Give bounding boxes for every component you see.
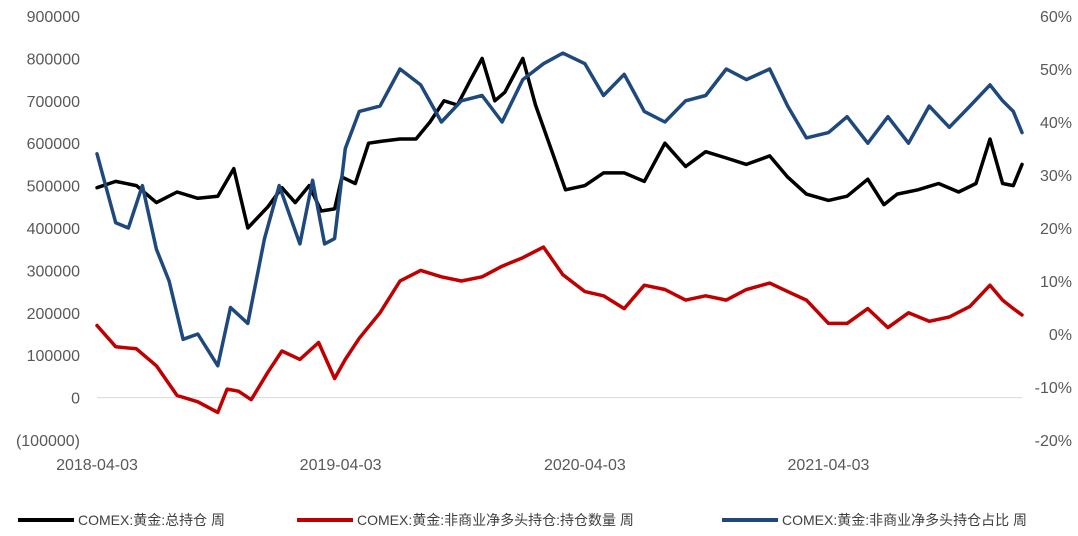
left-axis: 900000 800000 700000 600000 500000 400000 3000… — [16, 9, 80, 450]
x-axis-tick-label: 2021-04-03 — [788, 457, 870, 474]
left-axis-tick-label: 300000 — [27, 263, 80, 280]
right-axis-tick-label: 30% — [1040, 168, 1072, 185]
legend-label-2: COMEX:黄金:非商业净多头持仓:持仓数量 周 — [357, 512, 634, 528]
series-line-3 — [95, 51, 1024, 368]
right-axis-tick-label: 10% — [1040, 274, 1072, 291]
right-axis-tick-label: -20% — [1035, 433, 1072, 450]
series-line-1 — [95, 56, 1024, 230]
legend-label-3: COMEX:黄金:非商业净多头持仓占比 周 — [782, 512, 1027, 528]
left-axis-tick-label: 800000 — [27, 51, 80, 68]
left-axis-tick-label: 0 — [71, 391, 80, 408]
right-axis-tick-label: 20% — [1040, 221, 1072, 238]
right-axis-tick-label: 50% — [1040, 62, 1072, 79]
plot-series — [95, 51, 1024, 415]
series-line-2 — [95, 245, 1024, 415]
x-axis-tick-label: 2018-04-03 — [56, 457, 138, 474]
right-axis: 60% 50% 40% 30% 20% 10% 0% -10% -20% — [1035, 9, 1072, 450]
right-axis-tick-label: 0% — [1049, 327, 1072, 344]
right-axis-tick-label: 40% — [1040, 115, 1072, 132]
legend-label-1: COMEX:黄金:总持仓 周 — [78, 512, 225, 528]
right-axis-tick-label: 60% — [1040, 9, 1072, 26]
left-axis-tick-label: 400000 — [27, 221, 80, 238]
left-axis-tick-label: 700000 — [27, 94, 80, 111]
x-axis-tick-label: 2019-04-03 — [300, 457, 382, 474]
left-axis-tick-label: 900000 — [27, 9, 80, 26]
left-axis-tick-label: 500000 — [27, 179, 80, 196]
x-axis-tick-label: 2020-04-03 — [544, 457, 626, 474]
legend: COMEX:黄金:总持仓 周 COMEX:黄金:非商业净多头持仓:持仓数量 周 CO… — [18, 512, 1027, 528]
left-axis-tick-label: (100000) — [16, 433, 80, 450]
x-axis: 2018-04-03 2019-04-03 2020-04-03 2021-04-03 — [56, 397, 1022, 474]
left-axis-tick-label: 600000 — [27, 136, 80, 153]
right-axis-tick-label: -10% — [1035, 380, 1072, 397]
left-axis-tick-label: 100000 — [27, 348, 80, 365]
left-axis-tick-label: 200000 — [27, 306, 80, 323]
